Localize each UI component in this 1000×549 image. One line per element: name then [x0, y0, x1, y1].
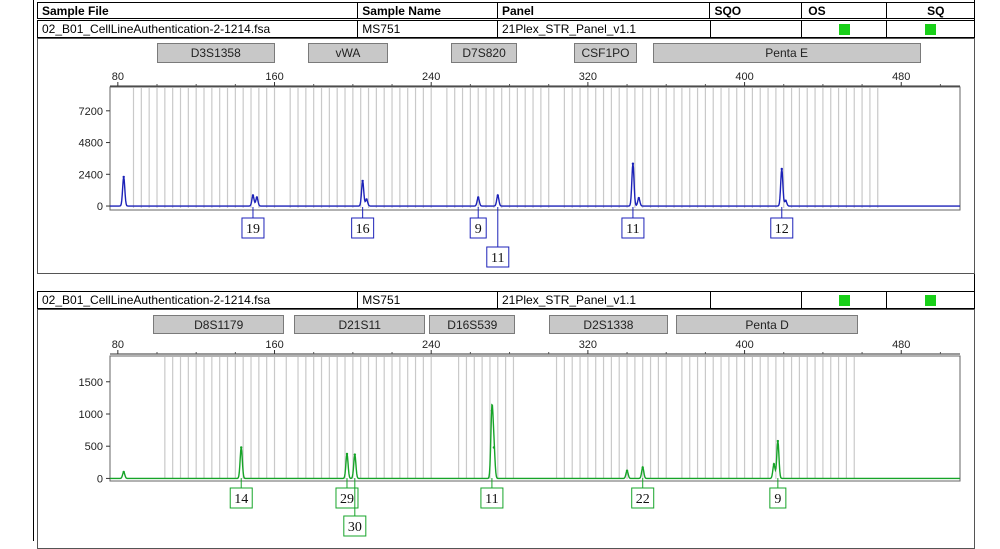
marker-penta-e[interactable]: Penta E — [652, 43, 921, 63]
marker-d16s539[interactable]: D16S539 — [429, 315, 516, 334]
header-sample-name[interactable]: Sample Name — [358, 3, 498, 18]
sqo-value — [711, 292, 803, 308]
sample-row[interactable]: 02_B01_CellLineAuthentication-2-1214.fsa… — [37, 20, 975, 38]
sample-row[interactable]: 02_B01_CellLineAuthentication-2-1214.fsa… — [37, 291, 975, 309]
header-sqo[interactable]: SQO — [710, 3, 803, 18]
marker-penta-d[interactable]: Penta D — [676, 315, 859, 334]
header-sq[interactable]: SQ — [927, 3, 945, 18]
marker-d2s1338[interactable]: D2S1338 — [548, 315, 669, 334]
header-os[interactable]: OS — [802, 3, 888, 18]
panel-name: 21Plex_STR_Panel_v1.1 — [498, 292, 711, 308]
sample-name: MS751 — [358, 292, 498, 308]
marker-vwa[interactable]: vWA — [307, 43, 389, 63]
electropherogram-panel-1 — [37, 38, 975, 274]
sq-status-indicator — [925, 294, 937, 306]
sample-name: MS751 — [358, 21, 498, 37]
sq-status-indicator — [925, 23, 937, 35]
electropherogram-panel-2 — [37, 309, 975, 549]
marker-csf1po[interactable]: CSF1PO — [574, 43, 637, 63]
os-status-indicator — [838, 294, 850, 306]
marker-d21s11[interactable]: D21S11 — [294, 315, 426, 334]
marker-d7s820[interactable]: D7S820 — [450, 43, 518, 63]
os-status-indicator — [838, 23, 850, 35]
marker-d3s1358[interactable]: D3S1358 — [157, 43, 275, 63]
sample-file: 02_B01_CellLineAuthentication-2-1214.fsa — [38, 292, 359, 308]
header-panel[interactable]: Panel — [498, 3, 711, 18]
sample-file: 02_B01_CellLineAuthentication-2-1214.fsa — [38, 21, 359, 37]
sq-cell — [887, 292, 974, 308]
header-sample-file[interactable]: Sample File — [38, 3, 359, 18]
os-cell — [802, 292, 888, 308]
marker-d8s1179[interactable]: D8S1179 — [153, 315, 285, 334]
panel-name: 21Plex_STR_Panel_v1.1 — [498, 21, 711, 37]
sq-cell — [887, 21, 974, 37]
table-header: Sample File Sample Name Panel SQO OS SQ — [37, 2, 975, 19]
sqo-value — [711, 21, 803, 37]
os-cell — [802, 21, 888, 37]
